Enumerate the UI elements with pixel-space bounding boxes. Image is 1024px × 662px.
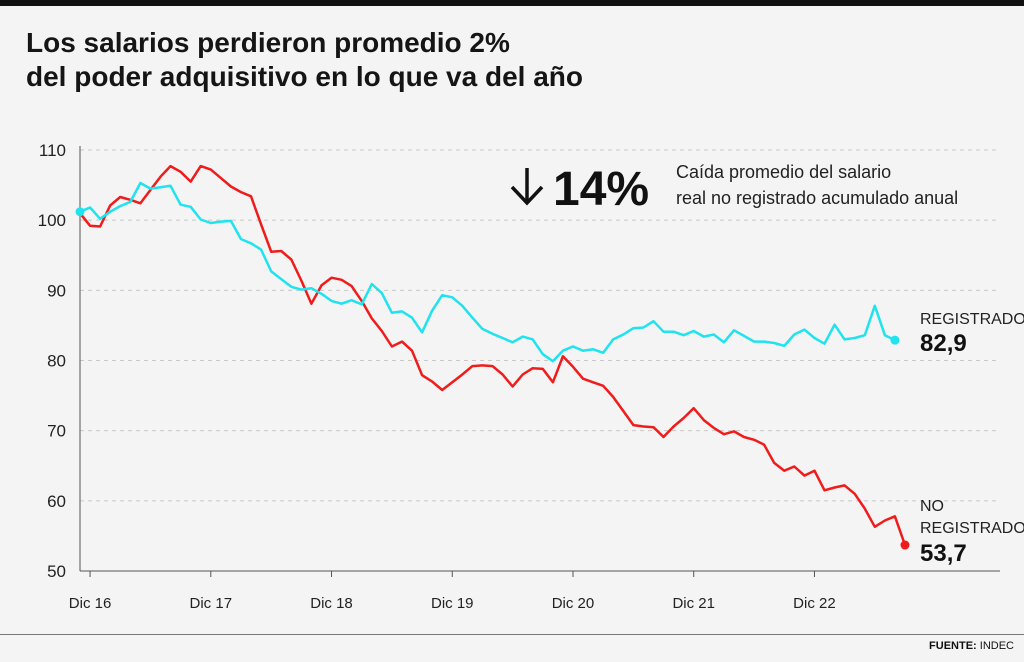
axis-layer: 50 60 70 80 90 100 110 Dic 16 Dic 17 Dic 18 Dic 19…: [38, 141, 1000, 612]
y-tick-label: 80: [47, 352, 66, 371]
registrado-series-line: [79, 181, 896, 363]
x-tick-label: Dic 22: [793, 595, 836, 612]
bottom-rule: [0, 634, 1024, 635]
registrado-end-value: 82,9: [920, 330, 967, 357]
registrado-label: REGISTRADO: [920, 311, 1024, 328]
y-tick-label: 90: [47, 281, 66, 300]
no-registrado-label-line-1: NO: [920, 498, 944, 515]
annotation-text-line-1: Caída promedio del salario: [676, 162, 891, 182]
source-value: INDEC: [979, 640, 1014, 652]
x-tick-label: Dic 18: [310, 595, 353, 612]
title-line-2: del poder adquisitivo en lo que va del a…: [26, 61, 583, 92]
top-bar: [0, 0, 1024, 6]
label-layer: REGISTRADO 82,9 NO REGISTRADO 53,7: [920, 311, 1024, 567]
x-tick-label: Dic 17: [190, 595, 233, 612]
y-tick-label: 110: [39, 141, 66, 160]
down-arrow-icon: [510, 168, 544, 206]
x-tick-label: Dic 16: [69, 595, 112, 612]
x-tick-label: Dic 21: [672, 595, 715, 612]
title-line-1: Los salarios perdieron promedio 2%: [26, 27, 510, 58]
y-tick-label: 70: [47, 422, 66, 441]
source-note: FUENTE: INDEC: [929, 640, 1014, 652]
registrado-end-point: [890, 335, 900, 345]
x-tick-label: Dic 20: [552, 595, 595, 612]
x-tick-label: Dic 19: [431, 595, 474, 612]
series-layer: [75, 164, 910, 550]
y-tick-label: 50: [47, 562, 66, 581]
annotation: 14% Caída promedio del salario real no r…: [510, 162, 958, 216]
grid-layer: [80, 149, 1000, 502]
y-tick-label: 60: [47, 492, 66, 511]
no-registrado-series-line: [79, 164, 907, 546]
no-registrado-end-value: 53,7: [920, 540, 967, 567]
annotation-percent: 14%: [553, 163, 649, 216]
chart-title: Los salarios perdieron promedio 2% del p…: [26, 26, 986, 94]
no-registrado-label-line-2: REGISTRADO: [920, 520, 1024, 537]
annotation-text-line-2: real no registrado acumulado anual: [676, 188, 958, 208]
no-registrado-end-point: [900, 540, 910, 550]
source-label: FUENTE:: [929, 640, 977, 652]
y-tick-label: 100: [38, 211, 66, 230]
registrado-start-point: [75, 207, 85, 217]
line-chart: 50 60 70 80 90 100 110 Dic 16 Dic 17 Dic 18 Dic 19…: [38, 141, 1024, 612]
